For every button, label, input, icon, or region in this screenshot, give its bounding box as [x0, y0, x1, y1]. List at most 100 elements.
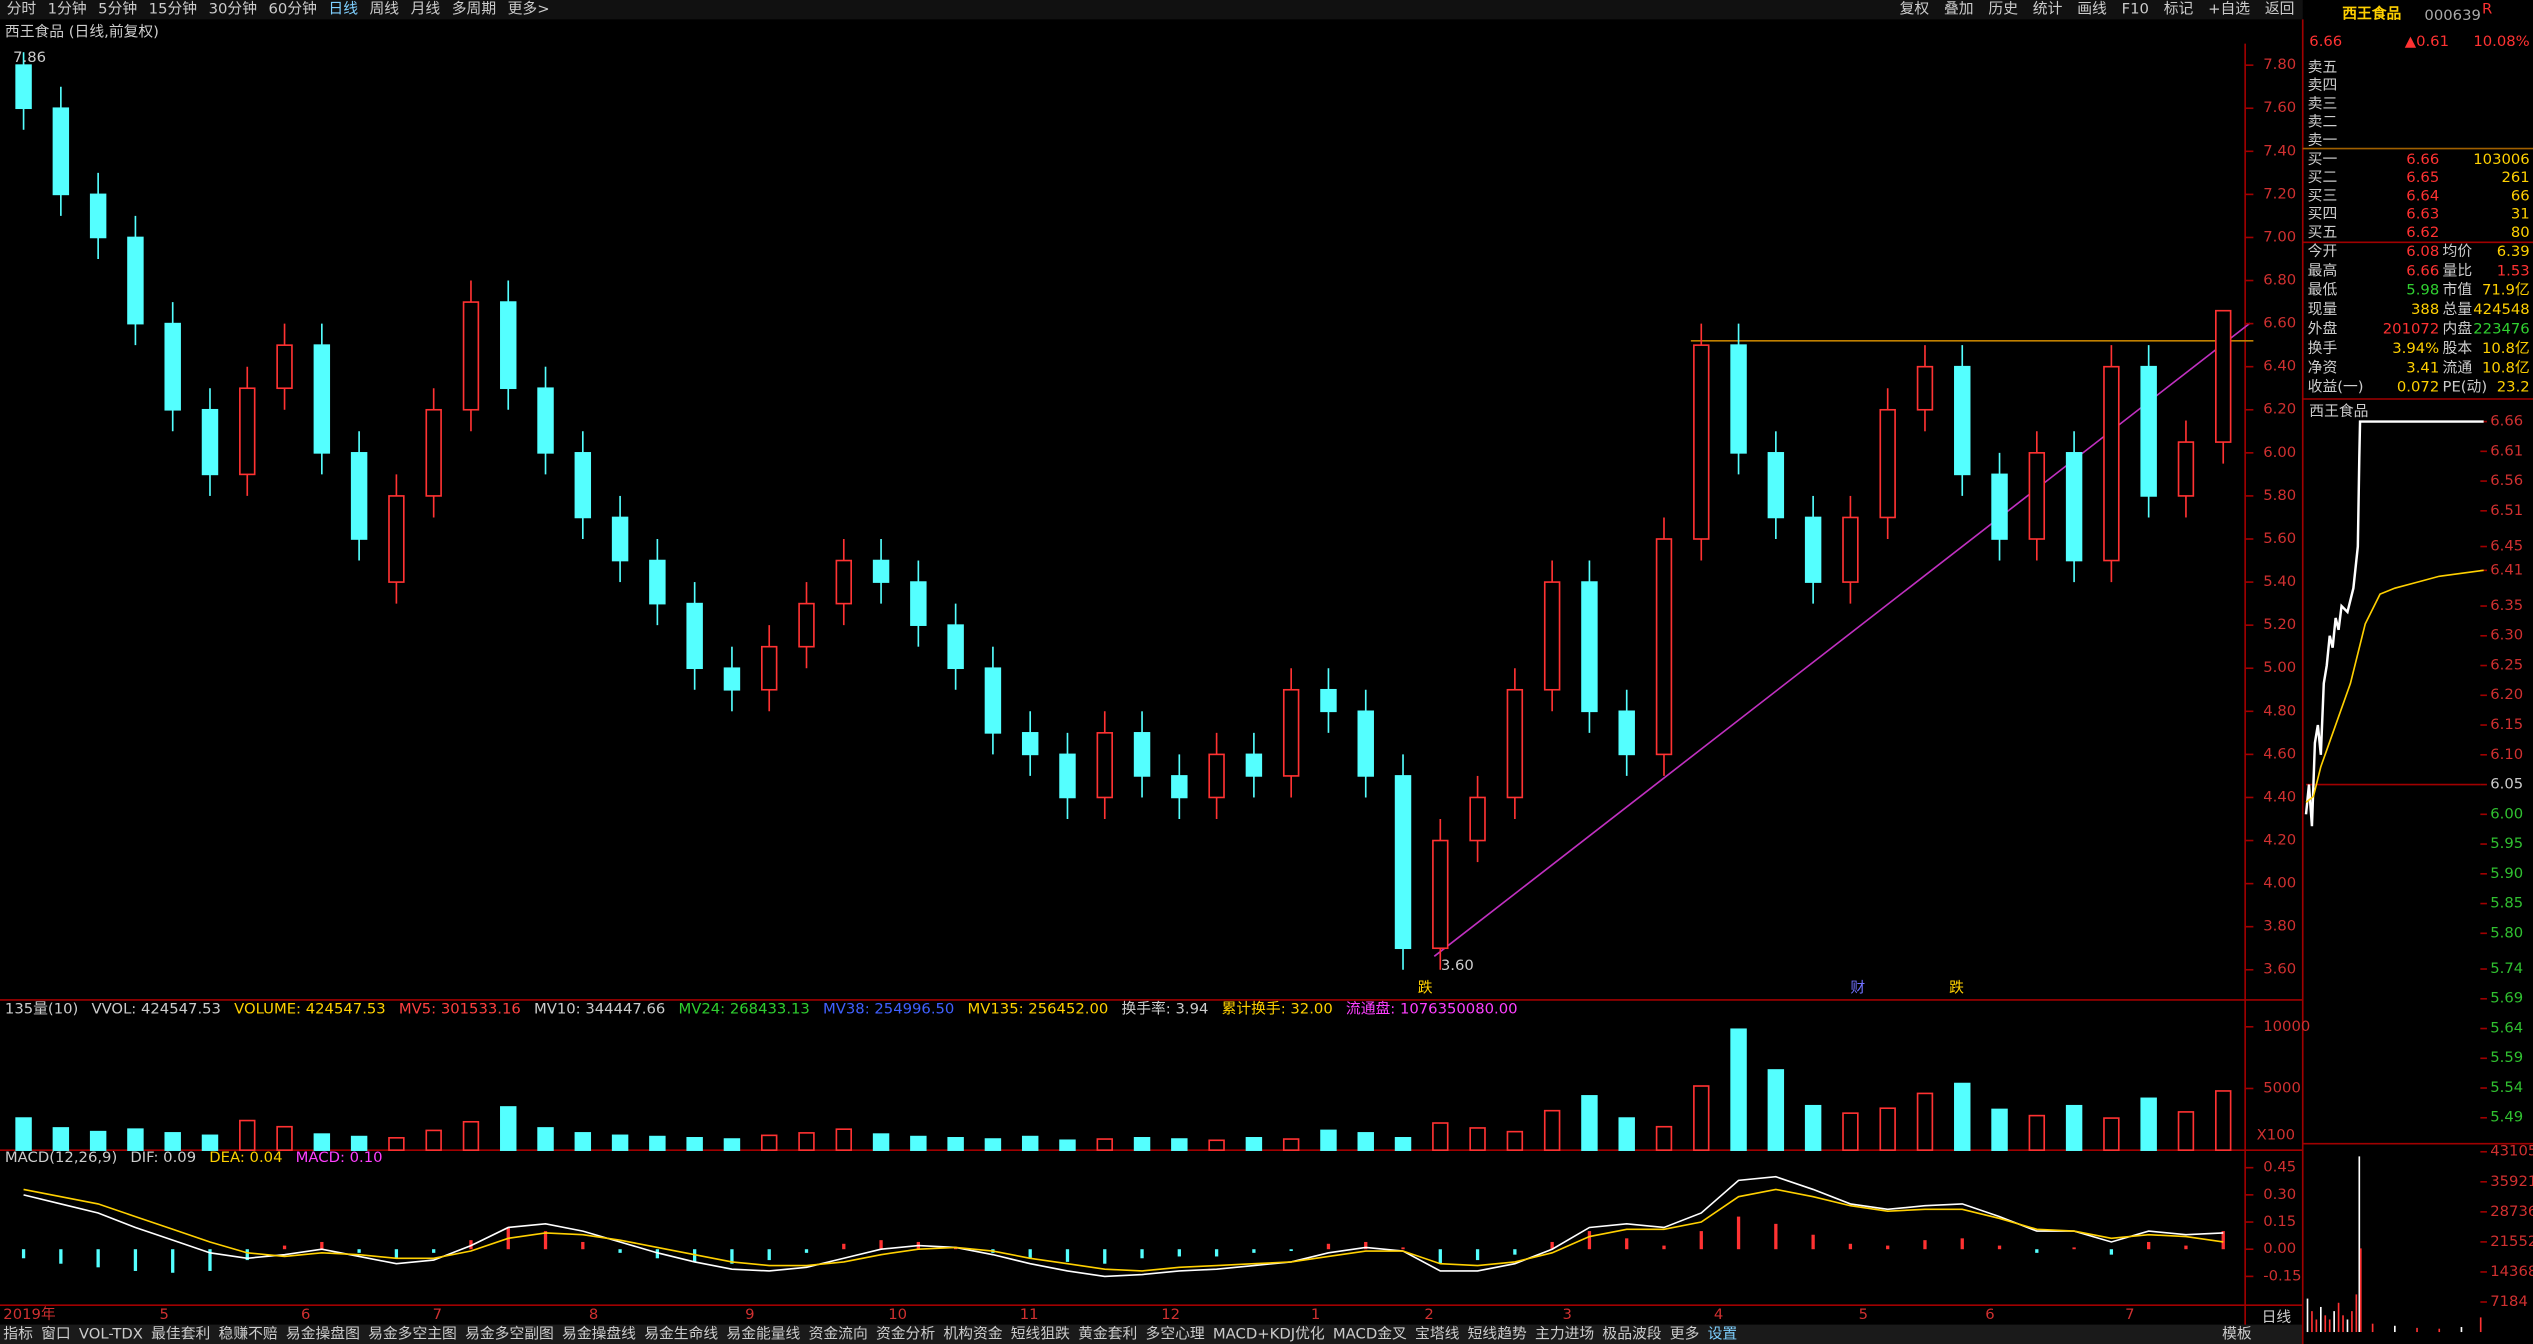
toolbar-button[interactable]: 30分钟 — [209, 1, 257, 18]
y-tick-label: 7.40 — [2263, 142, 2296, 159]
toolbar-button[interactable]: 多周期 — [452, 1, 496, 18]
indicator-tab[interactable]: 易金生命线 — [644, 1324, 718, 1342]
x-tick-label: 11 — [1020, 1306, 1039, 1323]
indicator-tab[interactable]: 短线狙跌 — [1011, 1325, 1070, 1342]
indicator-tab[interactable]: 极品波段 — [1602, 1325, 1661, 1342]
toolbar-button[interactable]: 画线 — [2077, 1, 2107, 18]
toolbar-button[interactable]: 1分钟 — [48, 1, 87, 18]
stat-label: 净资 — [2308, 359, 2338, 376]
candle-body — [611, 516, 629, 562]
stat-label: 换手 — [2308, 340, 2338, 357]
toolbar-button[interactable]: 周线 — [370, 1, 400, 18]
indicator-tab[interactable]: 宝塔线 — [1415, 1325, 1460, 1342]
stat-value: 10.8亿 — [2482, 359, 2530, 376]
event-marker[interactable]: 跌 — [1418, 980, 1433, 997]
volume-bar — [1171, 1138, 1188, 1151]
volume-bar — [1581, 1095, 1598, 1151]
volume-bar — [2215, 1090, 2232, 1151]
y-tick-label: 5.54 — [2490, 1079, 2523, 1096]
indicator-tab[interactable]: MACD金叉 — [1333, 1325, 1407, 1342]
indicator-tab[interactable]: 设置 — [1708, 1325, 1738, 1342]
y-tick-label: 5.60 — [2263, 530, 2296, 547]
toolbar-button[interactable]: 标记 — [2164, 1, 2194, 18]
badge: R — [2482, 1, 2492, 18]
volume-bar — [1804, 1104, 1822, 1151]
candle-body — [1432, 839, 1449, 950]
template-tab[interactable]: 模板 — [2222, 1324, 2252, 1342]
toolbar-button[interactable]: 复权 — [1900, 0, 1930, 18]
x-tick-label: 7 — [433, 1306, 442, 1323]
candle-body — [760, 645, 778, 691]
avg-line — [2305, 569, 2484, 804]
toolbar-button[interactable]: 日线 — [328, 1, 358, 18]
indicator-tab[interactable]: 多空心理 — [1146, 1325, 1205, 1342]
macd-legend: DIF: 0.09 — [130, 1149, 196, 1166]
indicator-tab[interactable]: 易金多空主图 — [368, 1325, 457, 1342]
volume-bar — [313, 1133, 331, 1151]
candle-body — [2028, 452, 2046, 540]
indicator-tab[interactable]: 易金多空副图 — [465, 1325, 554, 1342]
volume-bar — [89, 1130, 107, 1151]
stat-value: 23.2 — [2497, 379, 2530, 396]
candle-body — [52, 107, 70, 196]
indicator-tab[interactable]: 稳赚不赔 — [219, 1325, 278, 1342]
candle-body — [1282, 688, 1300, 777]
bid-price: 6.65 — [2406, 169, 2439, 186]
volume-bar — [1767, 1069, 1785, 1151]
indicator-tab[interactable]: 窗口 — [41, 1324, 71, 1342]
macd-legend: DEA: 0.04 — [209, 1149, 282, 1166]
indicator-tab[interactable]: VOL-TDX — [79, 1325, 143, 1342]
volume-bar — [1506, 1130, 1524, 1151]
indicator-tab[interactable]: 机构资金 — [943, 1325, 1002, 1342]
low-label: 3.60 — [1441, 957, 1474, 974]
toolbar-button[interactable]: 统计 — [2033, 1, 2063, 18]
toolbar-button[interactable]: 月线 — [411, 1, 441, 18]
candle-body — [2065, 452, 2083, 562]
indicator-tab[interactable]: 资金流向 — [809, 1325, 868, 1342]
indicator-tab[interactable]: 最佳套利 — [151, 1325, 210, 1342]
y-tick-label: 5.69 — [2490, 990, 2523, 1007]
y-tick-label: 6.61 — [2490, 442, 2523, 459]
last-price: 6.66 — [2309, 33, 2342, 50]
event-marker[interactable]: 跌 — [1949, 980, 1964, 997]
event-marker[interactable]: 财 — [1850, 980, 1865, 997]
candle-body — [1804, 516, 1822, 583]
toolbar-button[interactable]: 历史 — [1988, 1, 2018, 18]
stat-value: 3.94% — [2392, 340, 2439, 357]
toolbar-button[interactable]: 60分钟 — [269, 1, 317, 18]
indicator-tab[interactable]: 短线趋势 — [1468, 1325, 1527, 1342]
candle-body — [537, 387, 554, 454]
indicator-tab[interactable]: 指标 — [3, 1325, 33, 1342]
candle-body — [2177, 441, 2195, 497]
toolbar-button[interactable]: +自选 — [2208, 1, 2250, 18]
candle-body — [1954, 365, 1971, 476]
indicator-tab[interactable]: 主力进场 — [1535, 1325, 1594, 1342]
toolbar-button[interactable]: 5分钟 — [98, 1, 137, 18]
candle-body — [1394, 775, 1412, 950]
indicator-tab[interactable]: 资金分析 — [876, 1325, 935, 1342]
toolbar-button[interactable]: F10 — [2122, 1, 2149, 18]
stat-label: 外盘 — [2308, 320, 2338, 338]
price-change: ▲0.61 — [2405, 33, 2449, 50]
indicator-tab[interactable]: MACD+KDJ优化 — [1213, 1325, 1325, 1342]
y-tick-label: 5.49 — [2490, 1109, 2523, 1126]
indicator-tab[interactable]: 易金操盘图 — [286, 1324, 360, 1342]
stat-value: 201072 — [2383, 321, 2439, 338]
volume-bar — [984, 1138, 1002, 1151]
candle-body — [835, 559, 853, 605]
candle-body — [239, 387, 256, 476]
toolbar-button[interactable]: 15分钟 — [149, 1, 197, 18]
toolbar-button[interactable]: 更多> — [508, 1, 550, 18]
toolbar-button[interactable]: 返回 — [2265, 1, 2295, 18]
volume-bar — [649, 1135, 666, 1151]
indicator-tab[interactable]: 易金操盘线 — [562, 1324, 636, 1342]
toolbar-button[interactable]: 叠加 — [1944, 1, 1974, 18]
bid-price: 6.62 — [2406, 224, 2439, 241]
candle-body — [15, 64, 32, 110]
indicator-tab[interactable]: 更多 — [1670, 1325, 1700, 1342]
indicator-tab[interactable]: 黄金套利 — [1078, 1325, 1137, 1342]
volume-bar — [388, 1137, 405, 1151]
toolbar-button[interactable]: 分时 — [7, 1, 37, 18]
indicator-tab[interactable]: 易金能量线 — [726, 1325, 800, 1342]
